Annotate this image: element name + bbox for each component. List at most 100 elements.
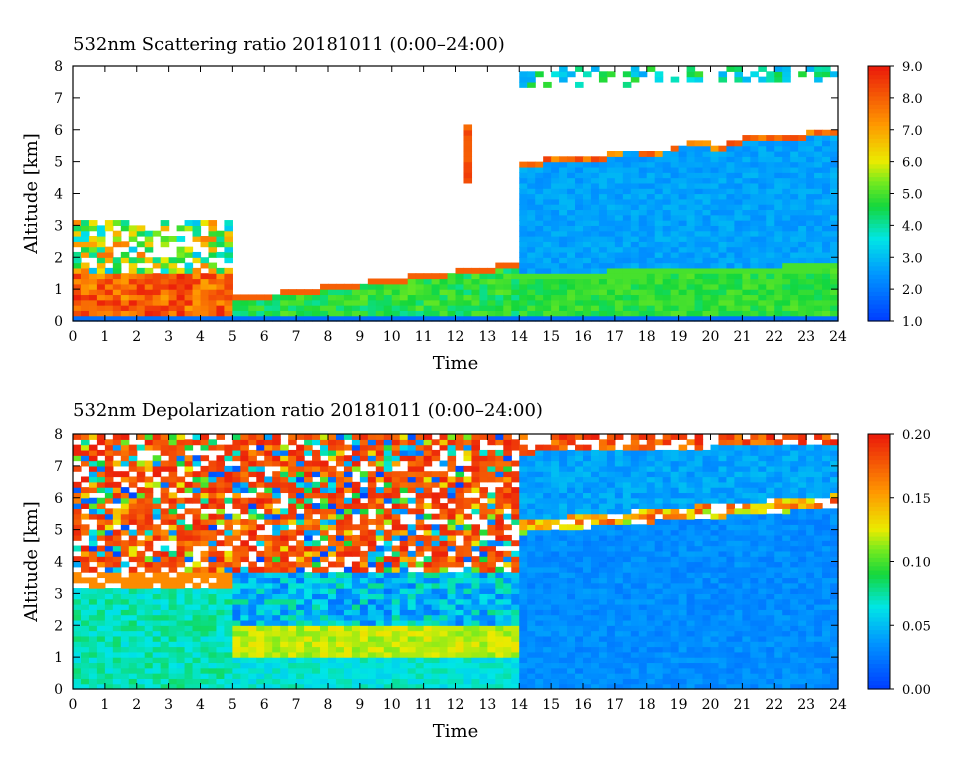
heatmap-cell [758, 156, 767, 163]
heatmap-cell [328, 503, 337, 509]
heatmap-cell [96, 635, 106, 642]
heatmap-cell [535, 289, 544, 296]
heatmap-cell [423, 278, 433, 285]
heatmap-cell [479, 487, 488, 494]
heatmap-cell [104, 566, 114, 573]
heatmap-cell [519, 455, 528, 462]
heatmap-cell [551, 497, 560, 504]
heatmap-cell [774, 262, 783, 269]
heatmap-cell [742, 135, 751, 141]
heatmap-cell [535, 471, 544, 478]
heatmap-cell [622, 166, 632, 173]
heatmap-cell [351, 614, 361, 621]
heatmap-cell [535, 225, 544, 232]
heatmap-cell [160, 225, 170, 232]
heatmap-cell [622, 225, 632, 232]
heatmap-cell [830, 140, 839, 147]
heatmap-cell [423, 614, 433, 621]
heatmap-cell [96, 614, 106, 621]
heatmap-cell [758, 214, 767, 221]
heatmap-cell [678, 305, 688, 311]
heatmap-cell [343, 310, 353, 317]
heatmap-cell [527, 251, 536, 258]
heatmap-cell [519, 508, 528, 515]
heatmap-cell [272, 434, 281, 440]
heatmap-cell [343, 508, 353, 515]
heatmap-cell [160, 529, 170, 536]
heatmap-cell [184, 262, 194, 269]
heatmap-cell [654, 299, 664, 306]
heatmap-cell [120, 449, 130, 456]
heatmap-cell [455, 487, 465, 494]
heatmap-cell [503, 582, 512, 589]
heatmap-cell [359, 487, 369, 494]
heatmap-cell [248, 519, 257, 525]
heatmap-cell [766, 145, 775, 152]
heatmap-cell [750, 294, 759, 301]
heatmap-cell [216, 635, 226, 642]
heatmap-cell [527, 278, 536, 285]
heatmap-cell [559, 246, 568, 253]
heatmap-cell [646, 283, 656, 290]
heatmap-cell [551, 614, 560, 621]
heatmap-cell [232, 646, 241, 653]
heatmap-cell [638, 315, 648, 322]
heatmap-cell [575, 635, 584, 642]
heatmap-cell [734, 151, 743, 157]
heatmap-cell [280, 646, 289, 653]
x-tick-label: 5 [228, 329, 237, 345]
heatmap-cell [144, 465, 154, 472]
heatmap-cell [662, 299, 672, 306]
heatmap-cell [192, 230, 202, 237]
heatmap-cell [463, 604, 473, 610]
heatmap-cell [407, 561, 417, 568]
heatmap-cell [120, 519, 130, 525]
heatmap-cell [280, 299, 289, 306]
heatmap-cell [471, 556, 481, 563]
heatmap-cell [232, 529, 241, 536]
heatmap-cell [128, 460, 138, 467]
heatmap-cell [375, 283, 385, 290]
heatmap-cell [543, 289, 552, 296]
heatmap-cell [527, 503, 536, 509]
heatmap-cell [104, 519, 114, 525]
heatmap-cell [208, 487, 218, 494]
heatmap-cell [335, 508, 345, 515]
heatmap-cell [567, 209, 576, 216]
heatmap-cell [511, 630, 520, 637]
heatmap-cell [766, 230, 775, 237]
heatmap-cell [264, 619, 273, 626]
heatmap-cell [567, 561, 576, 568]
heatmap-cell [543, 471, 552, 478]
heatmap-cell [495, 508, 504, 515]
heatmap-cell [128, 651, 138, 658]
heatmap-cell [73, 230, 82, 237]
heatmap-cell [742, 177, 751, 184]
heatmap-cell [415, 641, 425, 648]
heatmap-cell [359, 588, 369, 594]
heatmap-cell [503, 278, 512, 285]
heatmap-cell [407, 294, 417, 301]
heatmap-cell [367, 635, 377, 642]
heatmap-cell [511, 577, 520, 584]
heatmap-cell [670, 310, 680, 317]
heatmap-cell [359, 471, 369, 478]
heatmap-cell [622, 193, 632, 200]
heatmap-cell [686, 161, 696, 168]
heatmap-cell [232, 604, 241, 610]
heatmap-cell [495, 625, 504, 632]
heatmap-cell [415, 635, 425, 642]
heatmap-cell [447, 289, 457, 296]
heatmap-cell [120, 471, 130, 478]
heatmap-cell [606, 71, 616, 78]
heatmap-cell [686, 315, 696, 322]
heatmap-cell [670, 299, 680, 306]
heatmap-cell [431, 513, 441, 520]
heatmap-cell [296, 630, 305, 637]
heatmap-cell [543, 278, 552, 285]
y-tick-label: 2 [54, 250, 63, 266]
heatmap-cell [367, 609, 377, 616]
heatmap-cell [535, 534, 544, 541]
heatmap-cell [734, 182, 743, 189]
heatmap-cell [168, 678, 178, 685]
